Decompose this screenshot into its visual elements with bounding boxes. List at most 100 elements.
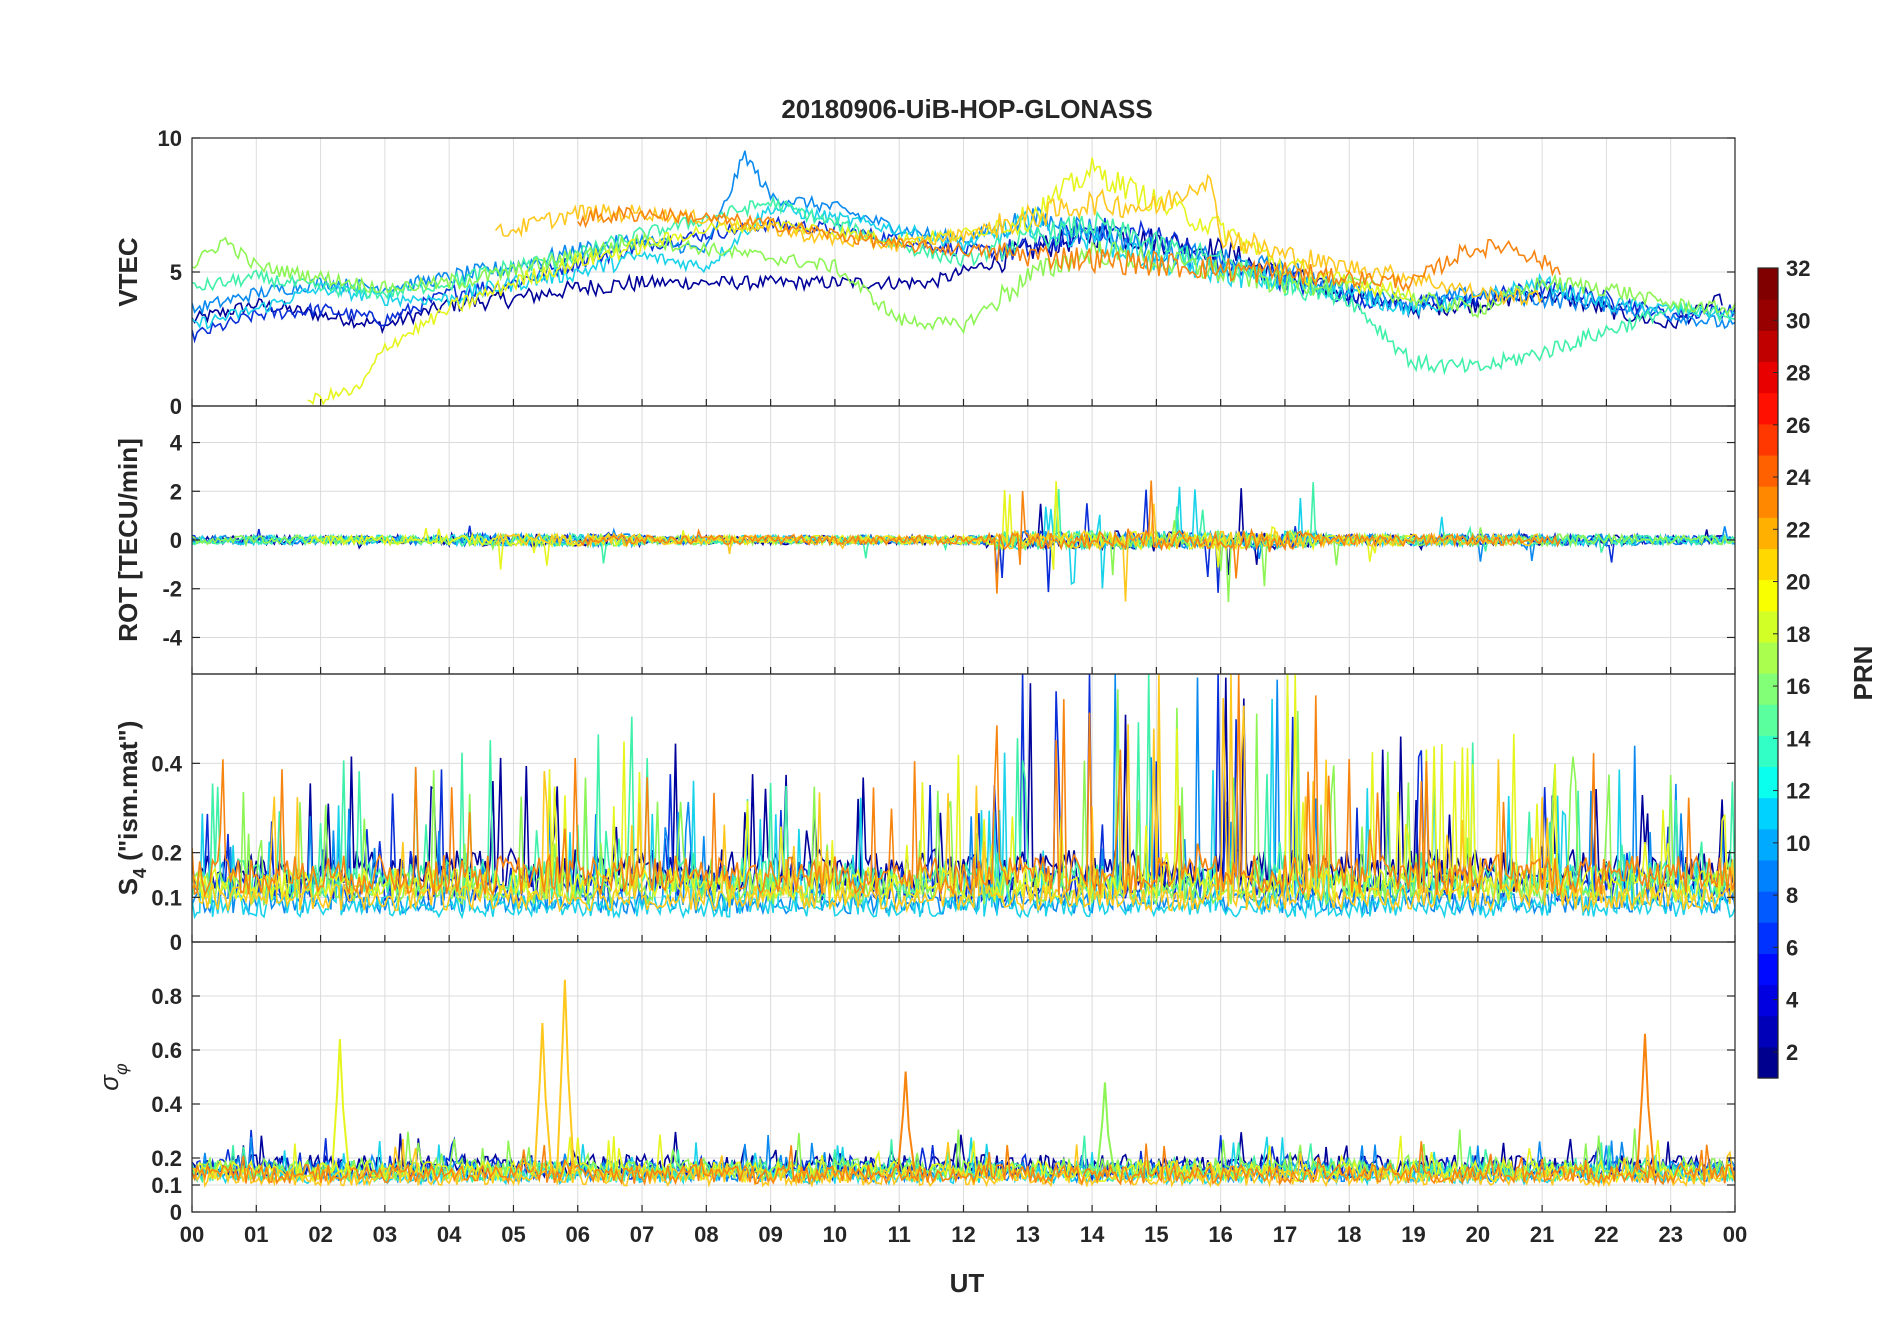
sigphi-peak [1096, 1082, 1115, 1172]
x-tick-labels: 00 01 02 03 04 05 06 07 08 09 10 11 12 13 14 15 16 17 18 19… [180, 1222, 1747, 1247]
colorbar-tick-label: 28 [1786, 361, 1810, 386]
colorbar-tick-label: 10 [1786, 831, 1810, 856]
series-group-rot [192, 480, 1735, 603]
colorbar-tick-label: 32 [1786, 256, 1810, 281]
series-line-vtec-prn21 [494, 173, 1543, 307]
y-tick-label: 0 [170, 930, 182, 955]
y-axis-label-rot: ROT [TECU/min] [113, 438, 143, 642]
sigphi-peak [1636, 1033, 1655, 1172]
x-tick-label: 16 [1208, 1222, 1232, 1247]
colorbar-segment [1758, 828, 1778, 861]
series-group-vtec [192, 150, 1735, 406]
y-tick-label: 0.2 [151, 841, 182, 866]
colorbar-segment [1758, 579, 1778, 612]
x-tick-label: 00 [180, 1222, 204, 1247]
x-tick-label: 23 [1658, 1222, 1682, 1247]
y-tick-label: 0.2 [151, 1146, 182, 1171]
x-tick-label: 07 [630, 1222, 654, 1247]
colorbar-segment [1758, 610, 1778, 643]
colorbar-segment [1758, 548, 1778, 581]
series-line-s4-prn19 [192, 674, 1735, 904]
y-tick-label: 0 [170, 528, 182, 553]
colorbar-tick-label: 14 [1786, 726, 1811, 751]
y-tick-label: 0.4 [151, 751, 182, 776]
y-tick-label: 5 [170, 260, 182, 285]
y-axis-label-sigphi: σφ [94, 1063, 131, 1091]
colorbar-segment [1758, 735, 1778, 768]
colorbar-segment [1758, 454, 1778, 487]
panel-vtec: 0 5 10 VTEC [113, 126, 1736, 419]
x-tick-label: 20 [1466, 1222, 1490, 1247]
x-tick-label: 13 [1016, 1222, 1040, 1247]
series-line-sigphi-prn21 [192, 1138, 1735, 1188]
x-tick-label: 19 [1401, 1222, 1425, 1247]
panel-s4: 0 0.1 0.2 0.4S4 ("ism.mat") [113, 673, 1736, 955]
chart-title: 20180906-UiB-HOP-GLONASS [781, 94, 1152, 124]
y-tick-label: 4 [170, 431, 183, 456]
colorbar-segment [1758, 859, 1778, 892]
y-tick-label: 0.6 [151, 1038, 182, 1063]
grid-vtec [192, 137, 1735, 407]
series-line-rot-prn2 [192, 488, 1723, 576]
colorbar-tick-label: 6 [1786, 935, 1798, 960]
series-line-rot-prn19 [307, 481, 1414, 570]
colorbar-frame [1757, 267, 1779, 1079]
colorbar-tick-label: 26 [1786, 413, 1810, 438]
colorbar-tick-label: 30 [1786, 308, 1810, 333]
x-tick-label: 06 [566, 1222, 590, 1247]
colorbar-tick-label: 12 [1786, 779, 1810, 804]
series-group-sigphi [192, 1128, 1735, 1188]
colorbar-segment [1758, 486, 1778, 518]
series-line-vtec-prn24 [577, 205, 1561, 292]
sigphi-peak [533, 1022, 553, 1172]
panel-sigphi: 00.10.2 0.4 0.6 0.8 σφ [94, 941, 1736, 1225]
x-tick-label: 10 [823, 1222, 847, 1247]
colorbar-segment [1758, 766, 1778, 799]
colorbar-segment [1758, 423, 1778, 456]
y-tick-label: 0.1 [151, 1173, 182, 1198]
colorbar-segment [1758, 1046, 1778, 1079]
sigphi-peak [331, 1039, 350, 1172]
x-tick-label: 00 [1723, 1222, 1747, 1247]
x-tick-label: 11 [888, 1222, 911, 1247]
y-tick-label: 2 [170, 479, 182, 504]
y-tick-label: 0 [170, 394, 182, 419]
x-tick-label: 05 [501, 1222, 525, 1247]
colorbar-segment [1758, 392, 1778, 425]
x-tick-label: 15 [1144, 1222, 1168, 1247]
colorbar-segment [1758, 299, 1778, 331]
x-tick-label: 09 [758, 1222, 782, 1247]
colorbar-segment [1758, 953, 1778, 986]
colorbar-segment [1758, 704, 1778, 736]
x-tick-label: 21 [1530, 1222, 1554, 1247]
series-line-vtec-prn17 [192, 231, 1735, 335]
colorbar-tick-label: 4 [1786, 988, 1799, 1013]
y-tick-label: 10 [158, 126, 182, 151]
y-tick-label: 0.1 [151, 885, 182, 910]
sigphi-peak [896, 1071, 916, 1172]
y-axis-label-vtec: VTEC [113, 237, 143, 307]
colorbar-segment [1758, 330, 1778, 363]
x-tick-label: 17 [1273, 1222, 1297, 1247]
series-group-s4 [192, 674, 1735, 920]
colorbar-tick-label: 24 [1786, 465, 1811, 490]
colorbar-segment [1758, 797, 1778, 830]
colorbar-segment [1758, 641, 1778, 674]
x-tick-label: 02 [308, 1222, 332, 1247]
x-tick-label: 22 [1594, 1222, 1618, 1247]
colorbar-tick-label: 22 [1786, 517, 1810, 542]
y-axis-label-s4: S4 ("ism.mat") [113, 721, 150, 896]
x-tick-label: 03 [373, 1222, 397, 1247]
colorbar-segment [1758, 361, 1778, 394]
x-tick-label: 04 [437, 1222, 462, 1247]
colorbar-tick-label: 16 [1786, 674, 1810, 699]
y-tick-label: 0.4 [151, 1092, 182, 1117]
y-tick-label: 0.8 [151, 984, 182, 1009]
colorbar-segment [1758, 891, 1778, 923]
x-tick-label: 12 [951, 1222, 975, 1247]
colorbar-tick-label: 20 [1786, 570, 1810, 595]
colorbar-segment [1758, 268, 1778, 300]
